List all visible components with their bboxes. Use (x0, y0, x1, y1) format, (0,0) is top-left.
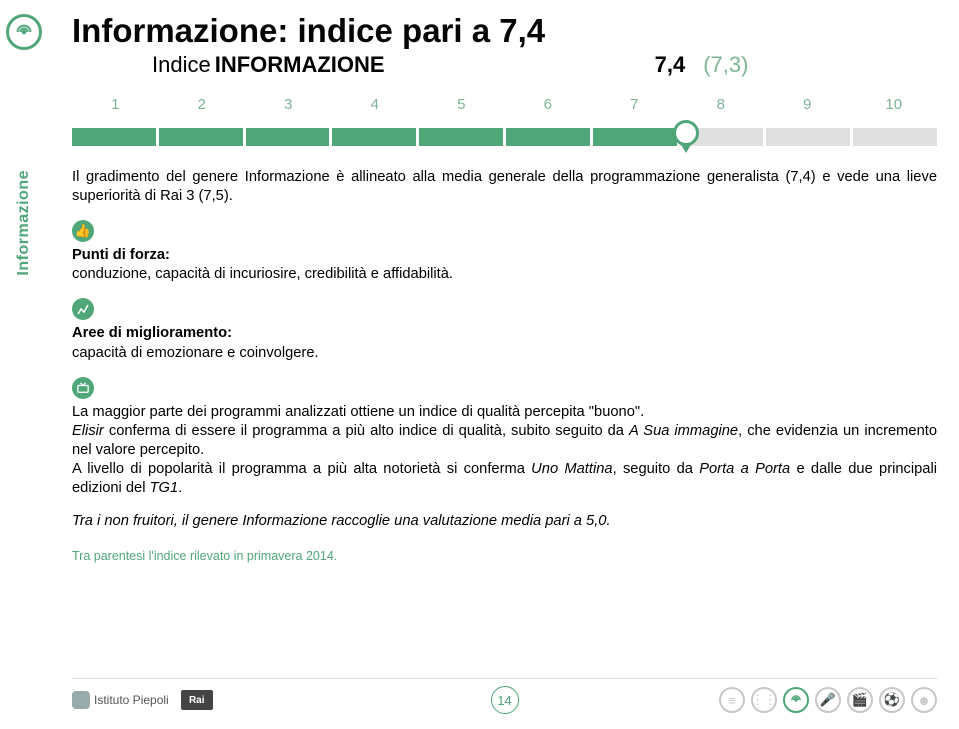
scale-label: 4 (332, 96, 419, 114)
footer: Istituto Piepoli Rai 14 ≡ ⋮⋮ 🎤 🎬 ⚽ ☻ (72, 678, 937, 713)
scale-bar-row (72, 128, 937, 146)
scale-segment (159, 128, 243, 146)
scale-segment (72, 128, 156, 146)
sidebar-category-label: Informazione (15, 170, 33, 276)
child-icon: ☻ (911, 687, 937, 713)
page-title: Informazione: indice pari a 7,4 (72, 12, 937, 50)
ball-icon: ⚽ (879, 687, 905, 713)
scale-segment (766, 128, 850, 146)
scale-label: 10 (851, 96, 938, 114)
improve-text: capacità di emozionare e coinvolgere. (72, 345, 319, 361)
scale-pointer (673, 120, 699, 146)
scale-label: 7 (591, 96, 678, 114)
scale-segment (419, 128, 503, 146)
scale-label: 1 (72, 96, 159, 114)
index-value: 7,4 (655, 52, 686, 78)
subtitle-prefix: Indice (152, 52, 211, 78)
tv-icon (72, 377, 94, 399)
thumbs-up-icon: 👍 (72, 220, 94, 242)
list-icon: ≡ (719, 687, 745, 713)
body-paragraph-4: Tra i non fruitori, il genere Informazio… (72, 512, 937, 531)
clapper-icon: 🎬 (847, 687, 873, 713)
strengths-heading: Punti di forza: (72, 247, 170, 263)
footnote: Tra parentesi l'indice rilevato in prima… (72, 549, 937, 563)
index-subtitle: Indice INFORMAZIONE 7,4 (7,3) (72, 52, 937, 78)
broadcast-icon (6, 14, 42, 50)
broadcast-footer-icon (783, 687, 809, 713)
people-icon: ⋮⋮ (751, 687, 777, 713)
logo-piepoli: Istituto Piepoli (72, 691, 169, 709)
subtitle-word: INFORMAZIONE (215, 52, 385, 78)
improve-heading: Aree di miglioramento: (72, 325, 232, 341)
scale-segment (246, 128, 330, 146)
strengths-text: conduzione, capacità di incuriosire, cre… (72, 266, 453, 282)
body-paragraph-1: La maggior parte dei programmi analizzat… (72, 403, 937, 422)
footer-category-icons: ≡ ⋮⋮ 🎤 🎬 ⚽ ☻ (719, 687, 937, 713)
scale-segment (853, 128, 937, 146)
body-paragraph-3: A livello di popolarità il programma a p… (72, 460, 937, 498)
scale-segment (506, 128, 590, 146)
chart-icon (72, 298, 94, 320)
scale-segment (593, 128, 677, 146)
mic-icon: 🎤 (815, 687, 841, 713)
page-number: 14 (491, 686, 519, 714)
intro-paragraph: Il gradimento del genere Informazione è … (72, 168, 937, 206)
improve-paragraph: Aree di miglioramento: capacità di emozi… (72, 324, 937, 362)
logo-rai: Rai (181, 690, 213, 710)
scale-segment (332, 128, 416, 146)
scale-label: 6 (505, 96, 592, 114)
scale-labels-row: 12345678910 (72, 86, 937, 124)
strengths-paragraph: Punti di forza: conduzione, capacità di … (72, 246, 937, 284)
index-prev-value: (7,3) (703, 52, 748, 78)
scale-label: 2 (159, 96, 246, 114)
scale-label: 9 (764, 96, 851, 114)
scale-label: 3 (245, 96, 332, 114)
scale-label: 5 (418, 96, 505, 114)
body-paragraph-2: Elisir conferma di essere il programma a… (72, 422, 937, 460)
scale-label: 8 (678, 96, 765, 114)
